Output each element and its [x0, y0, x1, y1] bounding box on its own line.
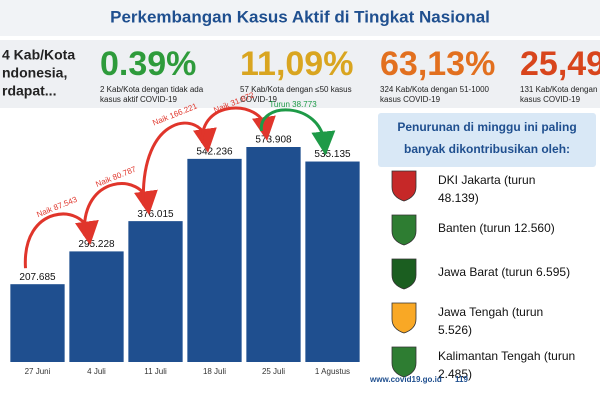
panel-header-box — [378, 113, 596, 167]
stat-caption: 2 Kab/Kota dengan tidak ada — [100, 85, 204, 94]
province-text: Banten (turun 12.560) — [438, 221, 555, 235]
intro-text: ndonesia, — [2, 65, 67, 81]
page-title: Perkembangan Kasus Aktif di Tingkat Nasi… — [110, 7, 490, 26]
stats-band — [0, 40, 600, 108]
stat-caption: 131 Kab/Kota dengan — [520, 85, 597, 94]
value-label: 295.228 — [78, 239, 115, 250]
value-label: 542.236 — [196, 147, 233, 158]
province-text: 5.526) — [438, 323, 472, 337]
title-band — [0, 0, 600, 36]
x-tick-label: 1 Agustus — [315, 367, 350, 376]
bar — [10, 284, 65, 362]
province-emblem — [391, 214, 417, 246]
province-emblem — [391, 170, 417, 202]
stat-caption: 324 Kab/Kota dengan 51-1000 — [380, 85, 490, 94]
province-emblem — [391, 346, 417, 378]
province-text: Kalimantan Tengah (turun — [438, 349, 575, 363]
x-tick-label: 18 Juli — [203, 367, 226, 376]
footer-link: www.covid19.go.id — [369, 375, 442, 384]
bar — [246, 147, 301, 362]
bar — [128, 221, 183, 362]
intro-text: rdapat... — [2, 83, 56, 99]
x-tick-label: 11 Juli — [144, 367, 167, 376]
bar — [187, 158, 242, 362]
value-label: 207.685 — [19, 272, 56, 283]
province-text: Jawa Tengah (turun — [438, 305, 543, 319]
value-label: 376.015 — [137, 209, 174, 220]
bar — [305, 161, 360, 362]
change-arrow — [259, 108, 336, 156]
stat-caption: COVID-19 — [240, 95, 277, 104]
panel-title: Penurunan di minggu ini paling — [397, 120, 576, 134]
province-text: Jawa Barat (turun 6.595) — [438, 265, 570, 279]
bar — [69, 251, 124, 362]
value-label: 573.908 — [255, 135, 292, 146]
stat-caption: kasus COVID-19 — [520, 95, 581, 104]
province-text: 48.139) — [438, 191, 479, 205]
stat-value: 63,13% — [380, 45, 495, 83]
x-tick-label: 27 Juni — [25, 367, 51, 376]
stat-value: 0.39% — [100, 45, 196, 83]
province-text: 2.485) — [438, 367, 472, 381]
x-tick-label: 4 Juli — [87, 367, 106, 376]
stat-value: 11,09% — [240, 45, 353, 83]
province-emblem — [391, 258, 417, 290]
value-label: 535.135 — [314, 149, 351, 160]
panel-title: banyak dikontribusikan oleh: — [404, 142, 570, 156]
change-label: Turun 38.773 — [269, 100, 317, 109]
footer-phone: 119 — [455, 375, 468, 384]
intro-text: 4 Kab/Kota — [2, 47, 75, 63]
stat-caption: kasus COVID-19 — [380, 95, 441, 104]
province-text: DKI Jakarta (turun — [438, 173, 535, 187]
stat-caption: 57 Kab/Kota dengan ≤50 kasus — [240, 85, 352, 94]
x-tick-label: 25 Juli — [262, 367, 285, 376]
stat-caption: kasus aktif COVID-19 — [100, 95, 177, 104]
province-emblem — [391, 302, 417, 334]
stat-value: 25,49 — [520, 45, 600, 83]
footer-band — [0, 368, 600, 400]
